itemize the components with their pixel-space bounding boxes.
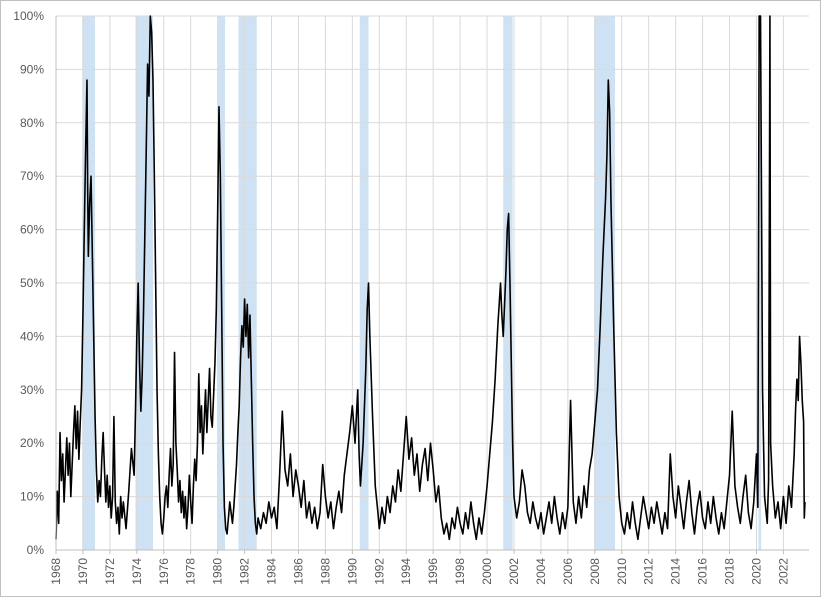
y-tick-labels: 0% 10% 20% 30% 40% 50% 60% 70% 80% 90% 100% [13, 9, 44, 557]
y-tick-label-10: 100% [13, 9, 44, 23]
y-tick-label-1: 10% [20, 490, 44, 504]
x-tick-labels: 1968 1970 1972 1974 1976 1978 1980 1982 1984 1986… [49, 558, 790, 585]
x-tick-label-8: 1984 [265, 558, 279, 585]
y-tick-label-4: 40% [20, 329, 44, 343]
x-tick-label-12: 1992 [372, 558, 386, 585]
y-tick-label-2: 20% [20, 436, 44, 450]
y-tick-label-3: 30% [20, 383, 44, 397]
x-tick-label-2: 1972 [103, 558, 117, 585]
gridlines-layer [56, 15, 809, 550]
x-tick-label-15: 1998 [453, 558, 467, 585]
x-tick-label-3: 1974 [130, 558, 144, 585]
x-tick-label-16: 2000 [480, 558, 494, 585]
x-tick-label-5: 1978 [184, 558, 198, 585]
y-tick-label-8: 80% [20, 116, 44, 130]
y-tick-label-0: 0% [27, 543, 45, 557]
y-tick-label-9: 90% [20, 62, 44, 76]
x-tick-label-0: 1968 [49, 558, 63, 585]
x-tick-label-22: 2012 [642, 558, 656, 585]
x-tick-label-26: 2020 [749, 558, 763, 585]
x-tick-label-4: 1976 [157, 558, 171, 585]
x-tick-label-17: 2002 [507, 558, 521, 585]
x-tick-label-10: 1988 [318, 558, 332, 585]
x-tick-label-11: 1990 [345, 558, 359, 585]
x-tick-label-7: 1982 [238, 558, 252, 585]
x-tick-label-9: 1986 [291, 558, 305, 585]
y-tick-label-6: 60% [20, 223, 44, 237]
x-tick-label-18: 2004 [534, 558, 548, 585]
y-tick-label-7: 70% [20, 169, 44, 183]
x-tick-label-21: 2010 [615, 558, 629, 585]
x-tick-label-20: 2008 [588, 558, 602, 585]
x-tick-label-1: 1970 [76, 558, 90, 585]
x-tick-label-24: 2016 [696, 558, 710, 585]
axes-layer [55, 16, 809, 554]
x-tick-label-23: 2014 [669, 558, 683, 585]
series-line-0 [55, 15, 806, 541]
series-layer [55, 15, 806, 541]
y-tick-label-5: 50% [20, 276, 44, 290]
x-tick-label-25: 2018 [723, 558, 737, 585]
x-tick-label-13: 1994 [399, 558, 413, 585]
x-tick-label-6: 1980 [211, 558, 225, 585]
x-tick-label-27: 2022 [776, 558, 790, 585]
x-tick-label-14: 1996 [426, 558, 440, 585]
x-tick-label-19: 2006 [561, 558, 575, 585]
